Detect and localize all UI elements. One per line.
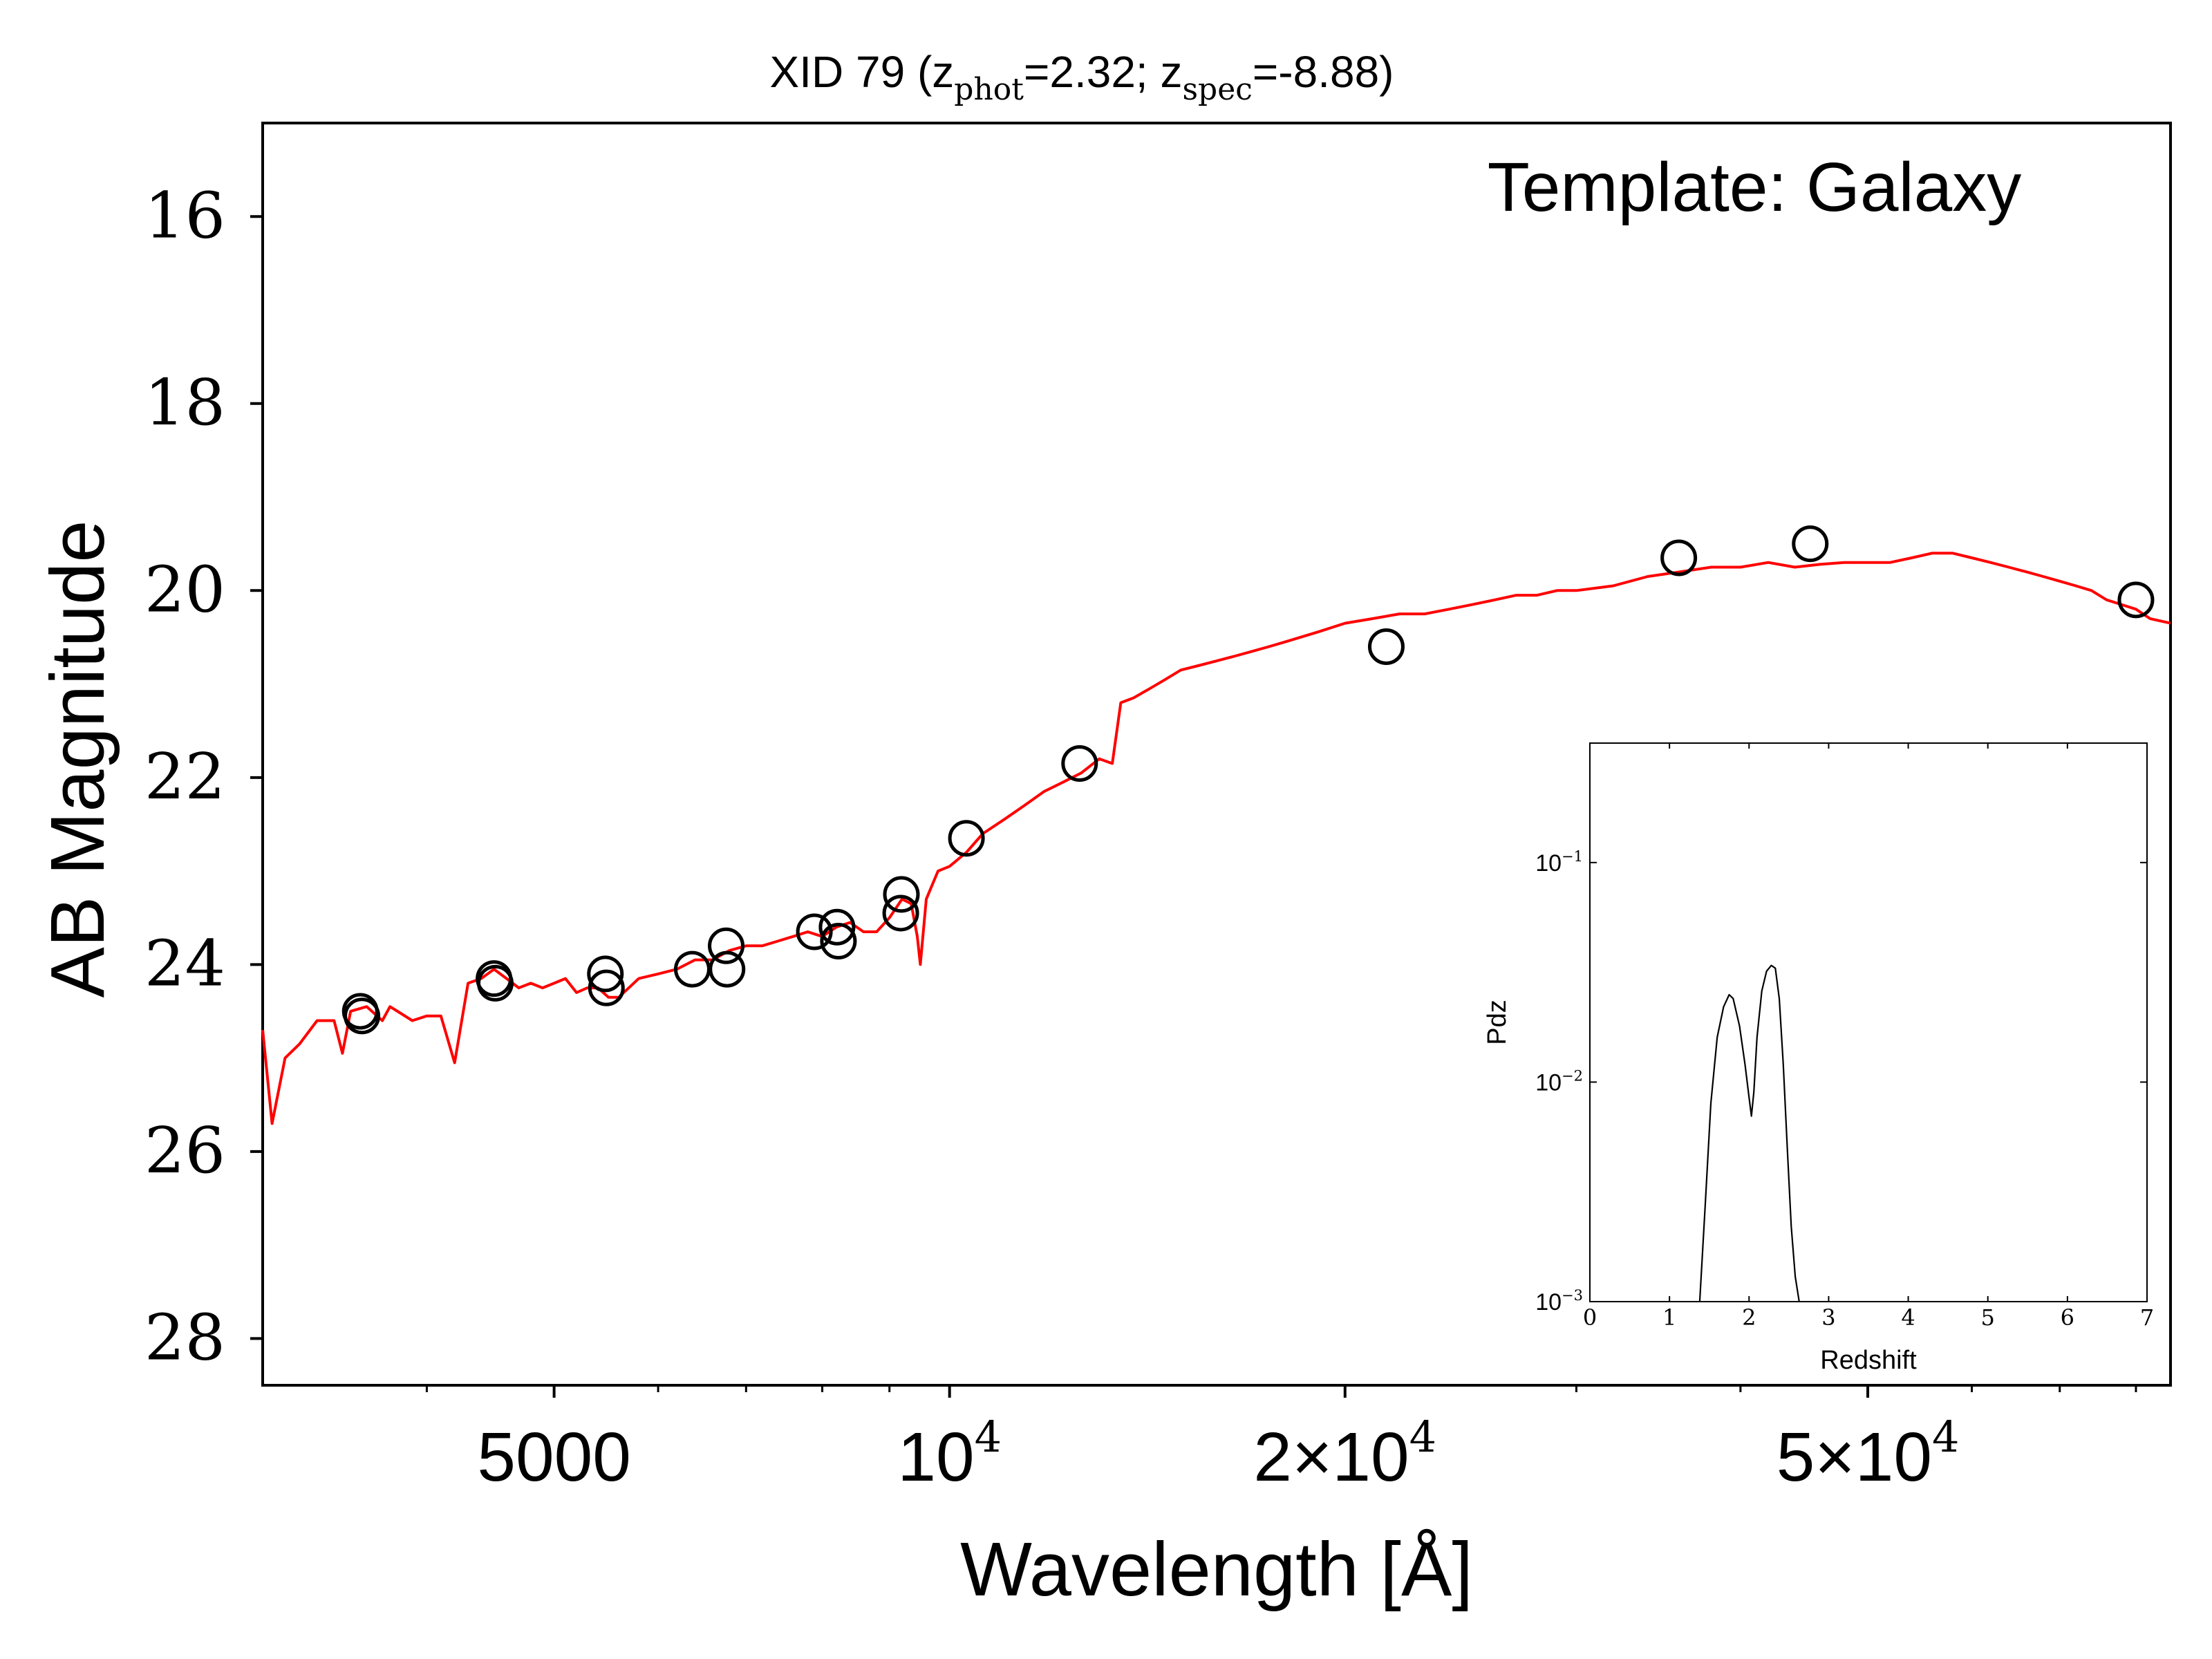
y-tick-label: 16 [144,178,225,252]
pdz-y-tick-label: 10−1 [1535,848,1583,877]
y-tick-label: 22 [144,740,225,814]
template-annotation: Template: Galaxy [1488,149,2022,226]
x-tick-label: 104 [897,1412,1002,1496]
pdz-x-tick-label: 5 [1981,1304,1995,1331]
pdz-y-tick-label: 10−2 [1535,1067,1583,1096]
photometry-point [2117,581,2155,619]
photometry-point [587,955,624,993]
pdz-x-tick-label: 1 [1662,1304,1676,1331]
photometry-point [708,927,745,964]
x-tick-label: 5000 [477,1418,630,1496]
chart-title: XID 79 (zphot=2.32; zspec=-8.88) [770,47,1394,107]
y-tick-label: 18 [144,366,225,440]
x-tick-label: 2×104 [1253,1412,1436,1496]
photometry-points [341,525,2155,1035]
photometry-point [1061,745,1098,782]
pdz-x-tick-label: 2 [1742,1304,1756,1331]
pdz-curve [1698,964,1800,1302]
pdz-axis-ticks: 0 1 2 3 4 5 6 7 10−3 10−2 10−1 [1535,743,2154,1331]
y-axis-ticks: 16 18 20 22 24 26 28 [144,178,263,1374]
photometry-point [818,908,856,946]
photometry-point [883,876,920,913]
y-axis-label: AB Magnitude [35,521,120,998]
photometry-point [1367,628,1405,665]
pdz-x-tick-label: 0 [1583,1304,1597,1331]
photometry-point [344,997,381,1035]
template-spectrum-line [261,552,2171,1125]
y-tick-label: 20 [144,552,225,626]
pdz-y-axis-label: Pdz [1483,1000,1512,1044]
photometry-point [882,894,919,932]
pdz-x-axis-label: Redshift [1820,1346,1917,1375]
pdz-x-tick-label: 3 [1821,1304,1835,1331]
photometry-point [1660,539,1698,577]
pdz-x-tick-label: 4 [1901,1304,1915,1331]
pdz-inset-background [1469,719,2168,1383]
photometry-point [1792,525,1829,563]
pdz-x-tick-label: 7 [2140,1304,2154,1331]
sed-series [261,552,2171,1125]
pdz-inset: 0 1 2 3 4 5 6 7 10−3 10−2 10−1 Redshift Pdz [1469,719,2168,1383]
photometry-point [476,964,514,1002]
sed-plot-frame [261,122,2172,1387]
photometry-point [709,950,746,988]
y-tick-label: 24 [144,926,225,1000]
pdz-series [1698,964,1800,1302]
x-axis-ticks: 5000 104 2×104 5×104 [425,1385,2137,1496]
y-tick-label: 28 [144,1300,225,1374]
pdz-y-tick-label: 10−3 [1535,1287,1583,1315]
pdz-x-tick-label: 6 [2061,1304,2074,1331]
x-axis-label: Wavelength [Å] [960,1527,1473,1612]
photometry-point [588,969,625,1006]
y-tick-label: 26 [144,1114,225,1188]
photometry-point [796,913,833,950]
photometry-point [948,820,985,857]
x-tick-label: 5×104 [1777,1412,1960,1496]
photometry-point [820,923,857,960]
pdz-inset-frame [1589,742,2148,1302]
